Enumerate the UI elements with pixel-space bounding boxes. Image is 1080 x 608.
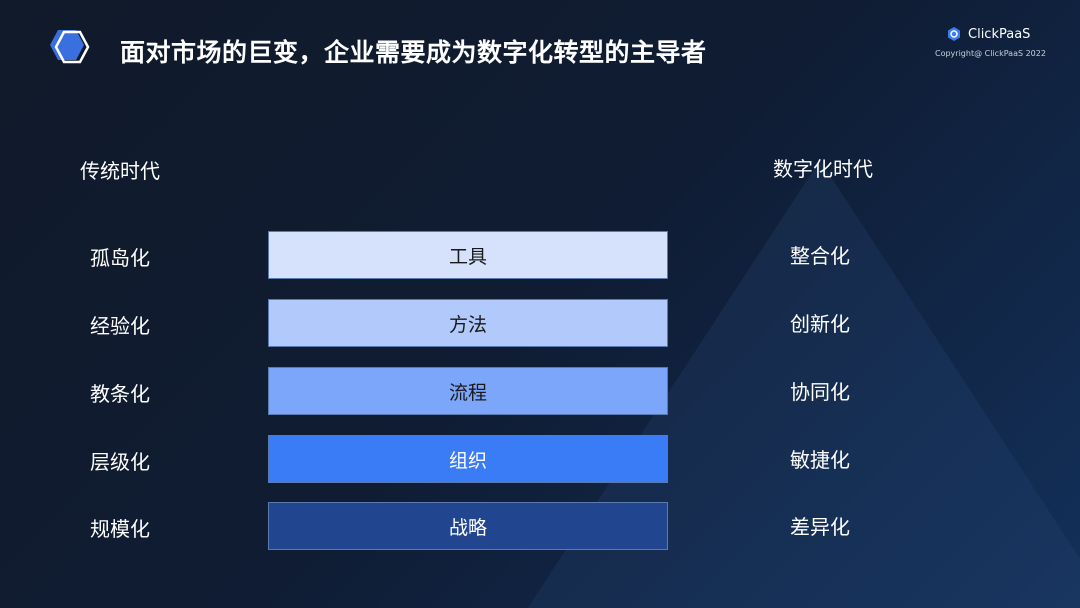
traditional-label: 教条化 (90, 382, 150, 406)
right-header: 数字化时代 (773, 157, 873, 181)
digital-label: 差异化 (790, 515, 850, 539)
traditional-label: 规模化 (90, 517, 150, 541)
left-header: 传统时代 (80, 159, 160, 183)
traditional-label: 孤岛化 (90, 246, 150, 270)
digital-label: 创新化 (790, 312, 850, 336)
brand-name: ClickPaaS (968, 26, 1031, 42)
layer-bar: 流程 (268, 367, 668, 415)
traditional-label: 层级化 (90, 450, 150, 474)
layer-bar: 方法 (268, 299, 668, 347)
digital-label: 协同化 (790, 380, 850, 404)
layer-bar: 组织 (268, 435, 668, 483)
digital-label: 敏捷化 (790, 448, 850, 472)
layer-bar: 战略 (268, 502, 668, 550)
clickpaas-logo-icon (948, 27, 960, 41)
brand: ClickPaaS (946, 26, 1030, 42)
layer-bar: 工具 (268, 231, 668, 279)
copyright: Copyright@ ClickPaaS 2022 (935, 49, 1046, 58)
hexagon-logo-icon (50, 30, 90, 64)
digital-label: 整合化 (790, 244, 850, 268)
page-title: 面对市场的巨变，企业需要成为数字化转型的主导者 (120, 38, 707, 67)
traditional-label: 经验化 (90, 314, 150, 338)
